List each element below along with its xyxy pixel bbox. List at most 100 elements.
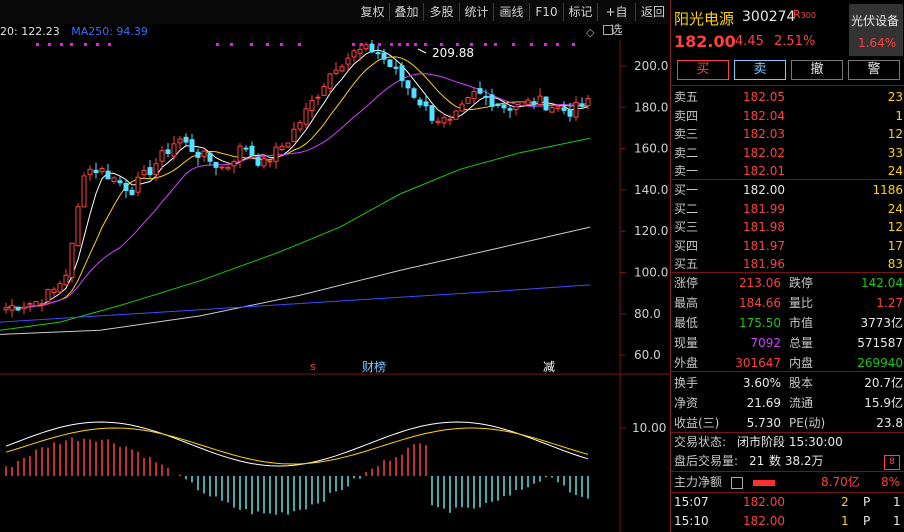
float-label: 流通 [789, 396, 814, 410]
dea-line [5, 427, 589, 465]
f10-button[interactable]: F10 [530, 3, 564, 21]
candle-body [75, 206, 81, 247]
signal-dot [216, 43, 219, 46]
eps-label: 收益(三) [674, 416, 720, 430]
candle-body [273, 146, 279, 162]
sell-button[interactable]: 卖 [734, 60, 786, 80]
candle-body [423, 101, 429, 107]
multi-stock-button[interactable]: 多股 [424, 3, 460, 21]
event-caibao-label[interactable]: 财榜 [362, 359, 386, 374]
draw-line-button[interactable]: 画线 [494, 3, 530, 21]
signal-dot [378, 43, 381, 46]
candle-body [549, 106, 555, 113]
sector-box[interactable]: 光伏设备 1.64% [849, 4, 903, 56]
low-label: 最低 [674, 316, 699, 330]
candle-body [141, 170, 147, 176]
quote-panel: 阳光电源 300274 R300 182.00 4.45 2.51% 光伏设备 … [670, 0, 904, 532]
ask-row[interactable]: 卖四 182.04 1 [671, 107, 904, 125]
candle-body [387, 59, 393, 67]
ma-line [5, 49, 589, 309]
inner-vol-label: 内盘 [789, 356, 814, 370]
candle-body [267, 160, 273, 163]
ma-line [5, 56, 589, 309]
bid-label: 买三 [674, 220, 699, 234]
price-tick-label: 160.0 [634, 142, 668, 156]
trade-status-row: 交易状态: 闭市阶段 15:30:00 [671, 432, 904, 453]
candle-body [513, 106, 519, 111]
pe-value: 23.8 [876, 416, 903, 430]
trade-status-value: 闭市阶段 15:30:00 [737, 435, 843, 449]
bid-row[interactable]: 买四 181.97 17 [671, 237, 904, 255]
candle-body [45, 289, 51, 302]
signal-dot [390, 43, 393, 46]
ask-row[interactable]: 卖二 182.02 33 [671, 144, 904, 162]
ask-volume: 24 [887, 164, 903, 178]
tick-row: 15:07 182.00 2 P 1 [671, 493, 904, 512]
diamond-icon[interactable]: ◇ [586, 26, 595, 39]
candlesticks [3, 40, 591, 318]
candle-body [231, 161, 237, 167]
signal-dot [60, 43, 63, 46]
candle-body [417, 99, 423, 106]
ma-line [0, 137, 591, 331]
candle-body [357, 48, 363, 54]
bid-row[interactable]: 买三 181.98 12 [671, 218, 904, 236]
macd-tick-label: 10.00 [632, 421, 666, 435]
signal-dot [530, 43, 533, 46]
signal-dot [70, 43, 73, 46]
candle-body [15, 306, 21, 311]
limit-up-value: 213.06 [739, 276, 781, 290]
candle-body [399, 65, 405, 81]
ask-volume: 12 [887, 127, 903, 141]
ask-row[interactable]: 卖三 182.03 12 [671, 125, 904, 143]
candle-body [309, 99, 315, 111]
ask-row[interactable]: 卖一 182.01 24 [671, 162, 904, 180]
ask-row[interactable]: 卖五 182.05 23 [671, 88, 904, 106]
event-jian-label[interactable]: 减 [543, 360, 555, 374]
candle-body [459, 103, 465, 112]
candle-body [303, 108, 309, 125]
stats-button[interactable]: 统计 [460, 3, 494, 21]
candle-body [261, 157, 267, 167]
market-cap-value: 3773亿 [860, 316, 903, 330]
buy-button[interactable]: 买 [677, 60, 729, 80]
chart-toolbar: 复权 叠加 多股 统计 画线 F10 标记 +自选 返回 [0, 0, 670, 37]
total-vol-label: 总量 [789, 336, 814, 350]
limit-up-label: 涨停 [674, 276, 699, 290]
bid-row[interactable]: 买一 182.00 1186 [671, 181, 904, 199]
float-value: 15.9亿 [864, 396, 903, 410]
event-s-label[interactable]: s [310, 360, 316, 373]
bid-row[interactable]: 买五 181.96 83 [671, 255, 904, 273]
ask-label: 卖三 [674, 127, 699, 141]
bid-label: 买四 [674, 238, 699, 253]
ma-line [0, 284, 591, 323]
eight-badge-icon[interactable]: 8 [884, 455, 900, 470]
volume-ratio-value: 1.27 [876, 296, 903, 310]
candle-body [243, 147, 249, 150]
bid-row[interactable]: 买二 181.99 24 [671, 200, 904, 218]
candle-body [567, 109, 573, 117]
signal-dot [84, 43, 87, 46]
price-tick-label: 100.0 [634, 266, 668, 280]
flow-detail-icon[interactable] [731, 477, 743, 489]
candle-body [159, 150, 165, 162]
back-button[interactable]: 返回 [640, 5, 665, 19]
stats-row-8: 收益(三) 5.730 PE(动) 23.8 [671, 413, 904, 434]
candle-body [369, 44, 375, 53]
overlay-button[interactable]: 叠加 [390, 3, 424, 21]
maximize-icon[interactable] [603, 25, 613, 35]
alert-button[interactable]: 警 [848, 60, 900, 80]
candle-body [339, 66, 345, 72]
add-watchlist-button[interactable]: +自选 [598, 3, 636, 37]
kline-chart[interactable]: 200.0 180.0 160.0 140.0 120.0 100.0 80.0 60.0 2… [0, 40, 670, 532]
flow-bar [753, 480, 775, 486]
cancel-order-button[interactable]: 撤 [791, 60, 843, 80]
mark-button[interactable]: 标记 [564, 3, 598, 21]
candle-body [57, 283, 63, 293]
ask-price: 182.03 [743, 127, 785, 141]
ask-price: 182.05 [743, 90, 785, 104]
volume-ratio-label: 量比 [789, 296, 814, 310]
tick-volume: 2 [841, 495, 849, 509]
fuquan-button[interactable]: 复权 [356, 3, 390, 21]
ask-label: 卖四 [674, 108, 699, 123]
